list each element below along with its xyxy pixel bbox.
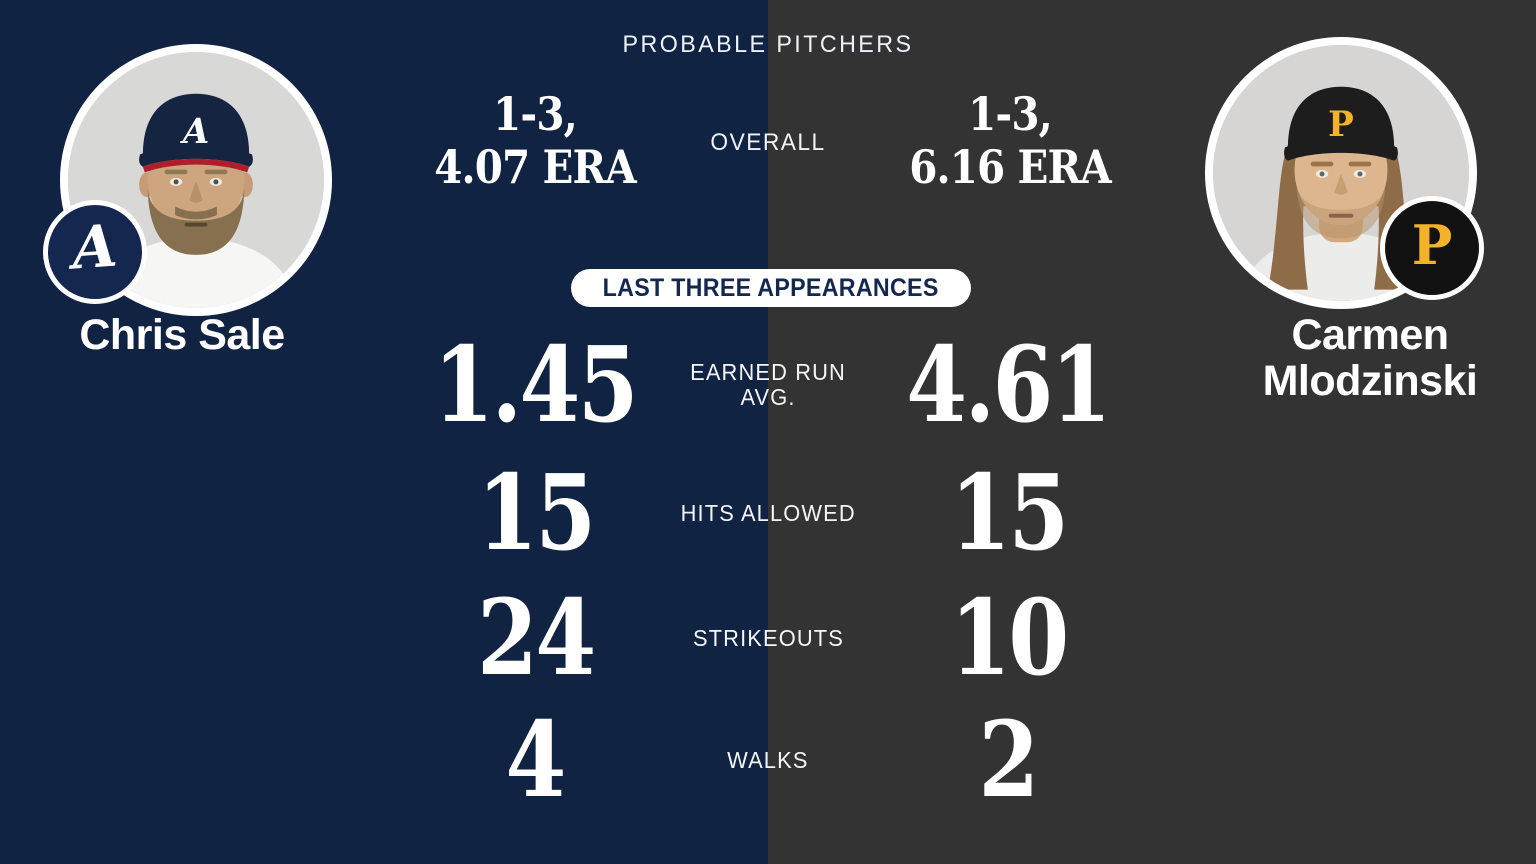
braves-logo-badge: A — [43, 200, 147, 304]
last-three-appearances-pill: LAST THREE APPEARANCES — [571, 269, 971, 307]
pirates-p-icon: P — [1411, 213, 1453, 277]
pirates-cap — [1287, 86, 1395, 148]
overall-label: OVERALL — [710, 129, 826, 156]
stat-label: EARNED RUN AVG. — [690, 359, 846, 410]
right-stat-value: 4.61 — [906, 323, 1112, 446]
record-line: 1-3, — [493, 87, 578, 141]
name-line: Chris Sale — [79, 311, 285, 359]
braves-cap — [142, 93, 250, 155]
left-overall-record: 1-3, 4.07 ERA — [403, 88, 667, 194]
stat-row-hits-allowed: 15 HITS ALLOWED 15 — [0, 458, 1536, 568]
name-line: Mlodzinski — [1262, 357, 1478, 405]
cap-braves-a-monogram: A — [180, 112, 209, 152]
name-line: Carmen — [1291, 311, 1449, 359]
right-pitcher-name: Carmen Mlodzinski — [1170, 312, 1536, 404]
left-stat-value: 15 — [476, 451, 596, 574]
left-stat-value: 4 — [505, 698, 567, 821]
cap-pirates-p-monogram: P — [1328, 105, 1354, 145]
stat-label: WALKS — [727, 746, 809, 773]
stat-label: HITS ALLOWED — [680, 499, 856, 526]
left-pitcher-name: Chris Sale — [12, 312, 352, 358]
stat-label: STRIKEOUTS — [692, 624, 844, 651]
era-line: 4.07 ERA — [434, 140, 636, 194]
right-stat-value: 2 — [978, 698, 1040, 821]
era-line: 6.16 ERA — [909, 140, 1111, 194]
braves-script-a-icon: A — [70, 211, 120, 283]
right-stat-value: 10 — [949, 576, 1069, 699]
stat-row-walks: 4 WALKS 2 — [0, 705, 1536, 815]
pirates-logo-badge: P — [1380, 196, 1484, 300]
right-stat-value: 15 — [949, 451, 1069, 574]
record-line: 1-3, — [968, 87, 1053, 141]
last-three-appearances-label: LAST THREE APPEARANCES — [603, 273, 939, 302]
page-title: PROBABLE PITCHERS — [622, 31, 914, 58]
right-overall-record: 1-3, 6.16 ERA — [859, 88, 1162, 194]
left-stat-value: 1.45 — [433, 323, 639, 446]
cap-red-brim — [142, 158, 250, 173]
stat-row-earned-run-avg: 1.45 EARNED RUN AVG. 4.61 — [0, 330, 1536, 440]
stat-row-strikeouts: 24 STRIKEOUTS 10 — [0, 583, 1536, 693]
left-stat-value: 24 — [476, 576, 596, 699]
